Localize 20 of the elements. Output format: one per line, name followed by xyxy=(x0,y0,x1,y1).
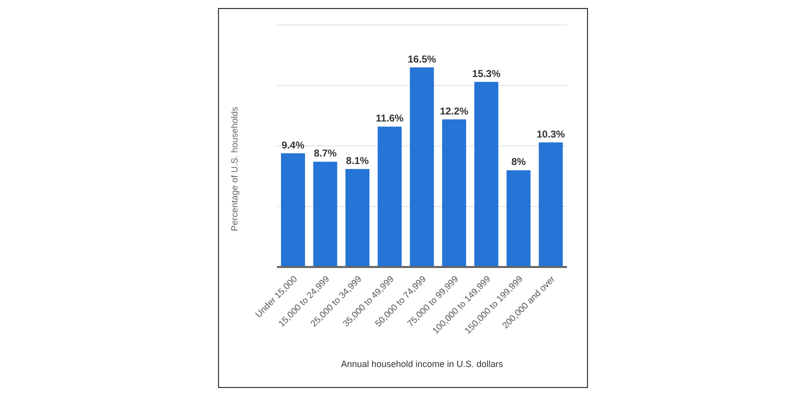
data-label: 11.6% xyxy=(376,114,404,125)
data-label: 10.3% xyxy=(536,129,566,140)
data-label: 8.1% xyxy=(346,156,369,167)
bar xyxy=(313,162,338,267)
data-label: 15.3% xyxy=(472,68,501,80)
bar xyxy=(281,153,305,267)
bar xyxy=(410,67,434,267)
bar xyxy=(474,82,498,267)
bar xyxy=(442,119,466,267)
x-axis-title: Annual household income in U.S. dollars xyxy=(340,359,504,369)
data-label: 12.2% xyxy=(440,106,468,118)
data-label: 8% xyxy=(511,157,526,168)
data-label: 16.5% xyxy=(408,54,436,66)
data-label: 8.7% xyxy=(314,148,337,160)
bar xyxy=(345,168,370,267)
bar xyxy=(538,142,563,267)
bar xyxy=(506,170,531,267)
data-label: 9.4% xyxy=(282,140,305,152)
y-axis-title: Percentage of U.S. households xyxy=(229,106,239,232)
bar xyxy=(378,126,402,267)
